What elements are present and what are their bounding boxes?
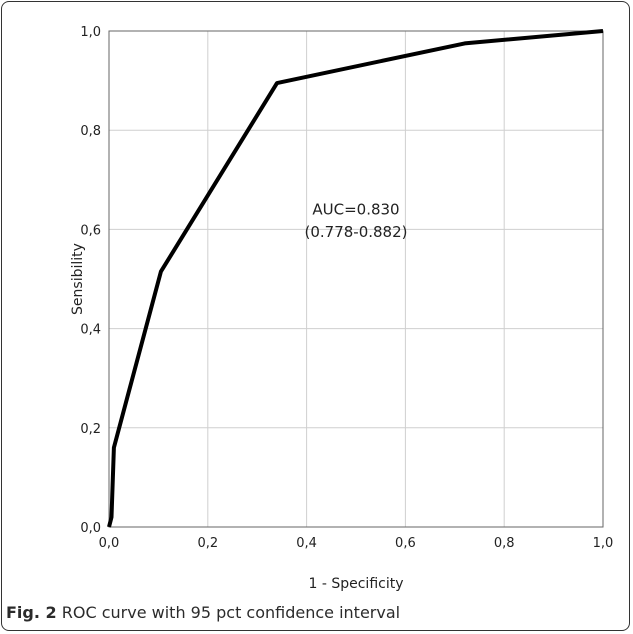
y-tick-label: 0,4: [80, 323, 101, 338]
auc-annotation: AUC=0.830: [312, 201, 399, 219]
plot-area: [108, 30, 604, 528]
x-tick-label: 0,6: [395, 536, 416, 551]
roc-curve-line: [107, 29, 604, 528]
x-tick-label: 0,0: [99, 536, 120, 551]
x-tick-label: 0,4: [296, 536, 317, 551]
x-tick-label: 1,0: [593, 536, 614, 551]
x-tick-label: 0,2: [197, 536, 218, 551]
x-tick-label: 0,8: [494, 536, 515, 551]
x-axis-title: 1 - Specificity: [308, 576, 403, 592]
figure-caption-text: ROC curve with 95 pct confidence interva…: [61, 603, 401, 622]
auc-ci-annotation: (0.778-0.882): [304, 223, 407, 241]
y-tick-label: 1,0: [80, 25, 101, 40]
y-axis-title: Sensibility: [70, 243, 86, 315]
figure-caption: Fig. 2 ROC curve with 95 pct confidence …: [6, 603, 400, 622]
y-tick-label: 0,6: [80, 223, 101, 238]
y-tick-labels: 0,0 0,2 0,4 0,6 0,8 1,0: [80, 25, 101, 536]
y-tick-label: 0,8: [80, 124, 101, 139]
figure-label: Fig. 2: [6, 603, 57, 622]
chart-grid: [108, 30, 604, 528]
y-tick-label: 0,0: [80, 521, 101, 536]
x-tick-labels: 0,0 0,2 0,4 0,6 0,8 1,0: [99, 536, 614, 551]
y-tick-label: 0,2: [80, 422, 101, 437]
